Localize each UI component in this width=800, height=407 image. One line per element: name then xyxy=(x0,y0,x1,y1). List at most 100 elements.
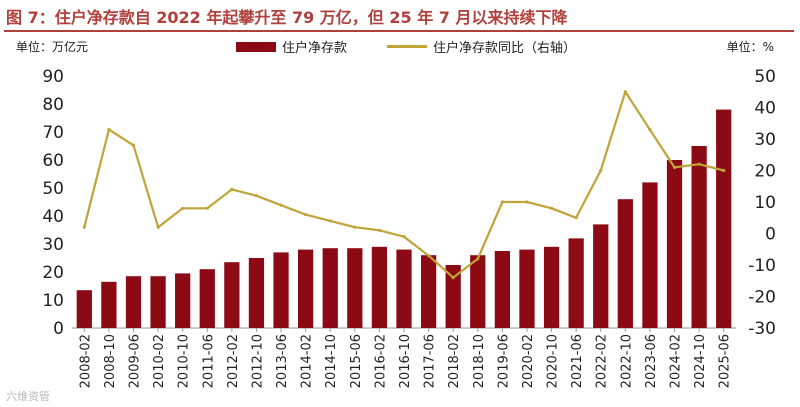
y-left-tick-label: 40 xyxy=(42,207,64,227)
bar xyxy=(371,246,388,328)
bar xyxy=(691,146,707,328)
right-axis-unit: 单位：% xyxy=(726,40,774,54)
title-divider xyxy=(4,30,794,32)
y-right-tick-label: -20 xyxy=(748,288,776,308)
bar xyxy=(224,262,240,328)
x-tick-label: 2022-02 xyxy=(595,334,610,388)
bar xyxy=(396,249,412,328)
line-point xyxy=(328,219,332,223)
x-tick-label: 2008-10 xyxy=(103,334,118,388)
bar xyxy=(543,246,560,328)
y-left-tick-label: 90 xyxy=(42,67,64,87)
bar xyxy=(101,281,117,328)
x-tick-label: 2016-10 xyxy=(398,334,413,388)
x-tick-label: 2012-10 xyxy=(250,334,265,388)
y-left-tick-label: 80 xyxy=(42,95,64,115)
bar xyxy=(642,182,658,328)
y-right-tick-label: -30 xyxy=(748,319,776,339)
legend: 住户净存款 住户净存款同比（右轴） xyxy=(236,37,576,56)
line-point xyxy=(107,127,111,132)
x-tick-label: 2014-10 xyxy=(324,334,339,388)
line-point xyxy=(254,194,259,198)
bar xyxy=(150,276,166,328)
x-tick-label: 2024-10 xyxy=(693,334,708,388)
bar xyxy=(470,255,486,328)
y-left-tick-label: 60 xyxy=(42,151,64,171)
line-point xyxy=(205,206,209,210)
x-tick-label: 2018-10 xyxy=(472,334,487,388)
x-tick-label: 2013-06 xyxy=(275,334,290,388)
x-tick-label: 2012-02 xyxy=(226,334,241,388)
line-point xyxy=(722,168,726,173)
line-point xyxy=(402,235,406,239)
line-point xyxy=(181,206,185,210)
line-point xyxy=(574,216,578,220)
x-tick-label: 2019-06 xyxy=(496,334,511,388)
bar xyxy=(666,160,683,328)
bar xyxy=(716,109,732,328)
line-point xyxy=(476,257,480,261)
x-tick-label: 2010-10 xyxy=(177,334,192,388)
x-tick-label: 2021-06 xyxy=(570,334,585,388)
y-left-tick-label: 50 xyxy=(42,179,64,199)
y-left-tick-label: 70 xyxy=(42,123,64,143)
legend-line-swatch xyxy=(387,45,428,48)
y-left-tick-label: 10 xyxy=(42,291,64,311)
bar xyxy=(617,199,633,328)
line-point xyxy=(426,253,431,258)
x-tick-label: 2025-06 xyxy=(718,334,733,388)
x-tick-label: 2017-06 xyxy=(423,334,438,388)
x-tick-label: 2020-02 xyxy=(521,334,536,388)
bar xyxy=(199,269,215,328)
line-point xyxy=(279,203,283,207)
y-left-tick-label: 0 xyxy=(53,319,64,339)
x-tick-label: 2023-06 xyxy=(644,334,659,388)
y-right-tick-label: 20 xyxy=(754,162,776,182)
y-right-tick-label: 30 xyxy=(754,130,776,150)
line-point xyxy=(500,200,504,204)
line-point xyxy=(131,143,136,147)
legend-bar-label: 住户净存款 xyxy=(282,41,348,56)
x-tick-label: 2015-06 xyxy=(349,334,364,388)
line-point xyxy=(451,276,455,280)
watermark: 六维资管 xyxy=(6,390,50,403)
line-point xyxy=(672,165,677,169)
line-point xyxy=(304,213,308,217)
bar xyxy=(322,248,338,328)
bar xyxy=(175,273,191,328)
x-tick-label: 2008-02 xyxy=(78,334,93,388)
y-right-tick-label: 0 xyxy=(765,225,776,245)
line-point xyxy=(377,228,382,232)
bar xyxy=(420,255,437,328)
line-point xyxy=(549,206,554,210)
y-right-tick-label: -10 xyxy=(748,256,776,276)
left-axis-unit: 单位：万亿元 xyxy=(16,40,89,54)
line-point xyxy=(599,168,603,173)
bar xyxy=(248,258,265,328)
y-right-tick-label: 10 xyxy=(754,193,776,213)
x-tick-label: 2010-02 xyxy=(152,334,167,388)
bar xyxy=(76,290,92,328)
x-tick-label: 2024-02 xyxy=(669,334,684,388)
bar xyxy=(519,249,535,328)
bar xyxy=(298,249,314,328)
line-point xyxy=(623,90,627,94)
bar xyxy=(494,251,510,328)
x-tick-label: 2018-02 xyxy=(447,334,462,388)
line-point xyxy=(353,225,357,229)
line-point xyxy=(156,225,160,229)
x-tick-label: 2009-06 xyxy=(127,334,142,388)
x-tick-label: 2022-10 xyxy=(619,334,634,388)
line-point xyxy=(82,225,86,229)
y-left-tick-label: 30 xyxy=(42,235,64,255)
chart-title: 图 7：住户净存款自 2022 年起攀升至 79 万亿，但 25 年 7 月以来… xyxy=(6,8,568,27)
x-tick-label: 2014-02 xyxy=(300,334,315,388)
x-tick-label: 2011-06 xyxy=(201,334,216,388)
bar xyxy=(273,252,289,328)
legend-line-label: 住户净存款同比（右轴） xyxy=(433,41,577,56)
bar xyxy=(125,276,142,328)
bar xyxy=(445,265,461,328)
x-tick-label: 2020-10 xyxy=(546,334,561,388)
bar xyxy=(593,224,609,328)
